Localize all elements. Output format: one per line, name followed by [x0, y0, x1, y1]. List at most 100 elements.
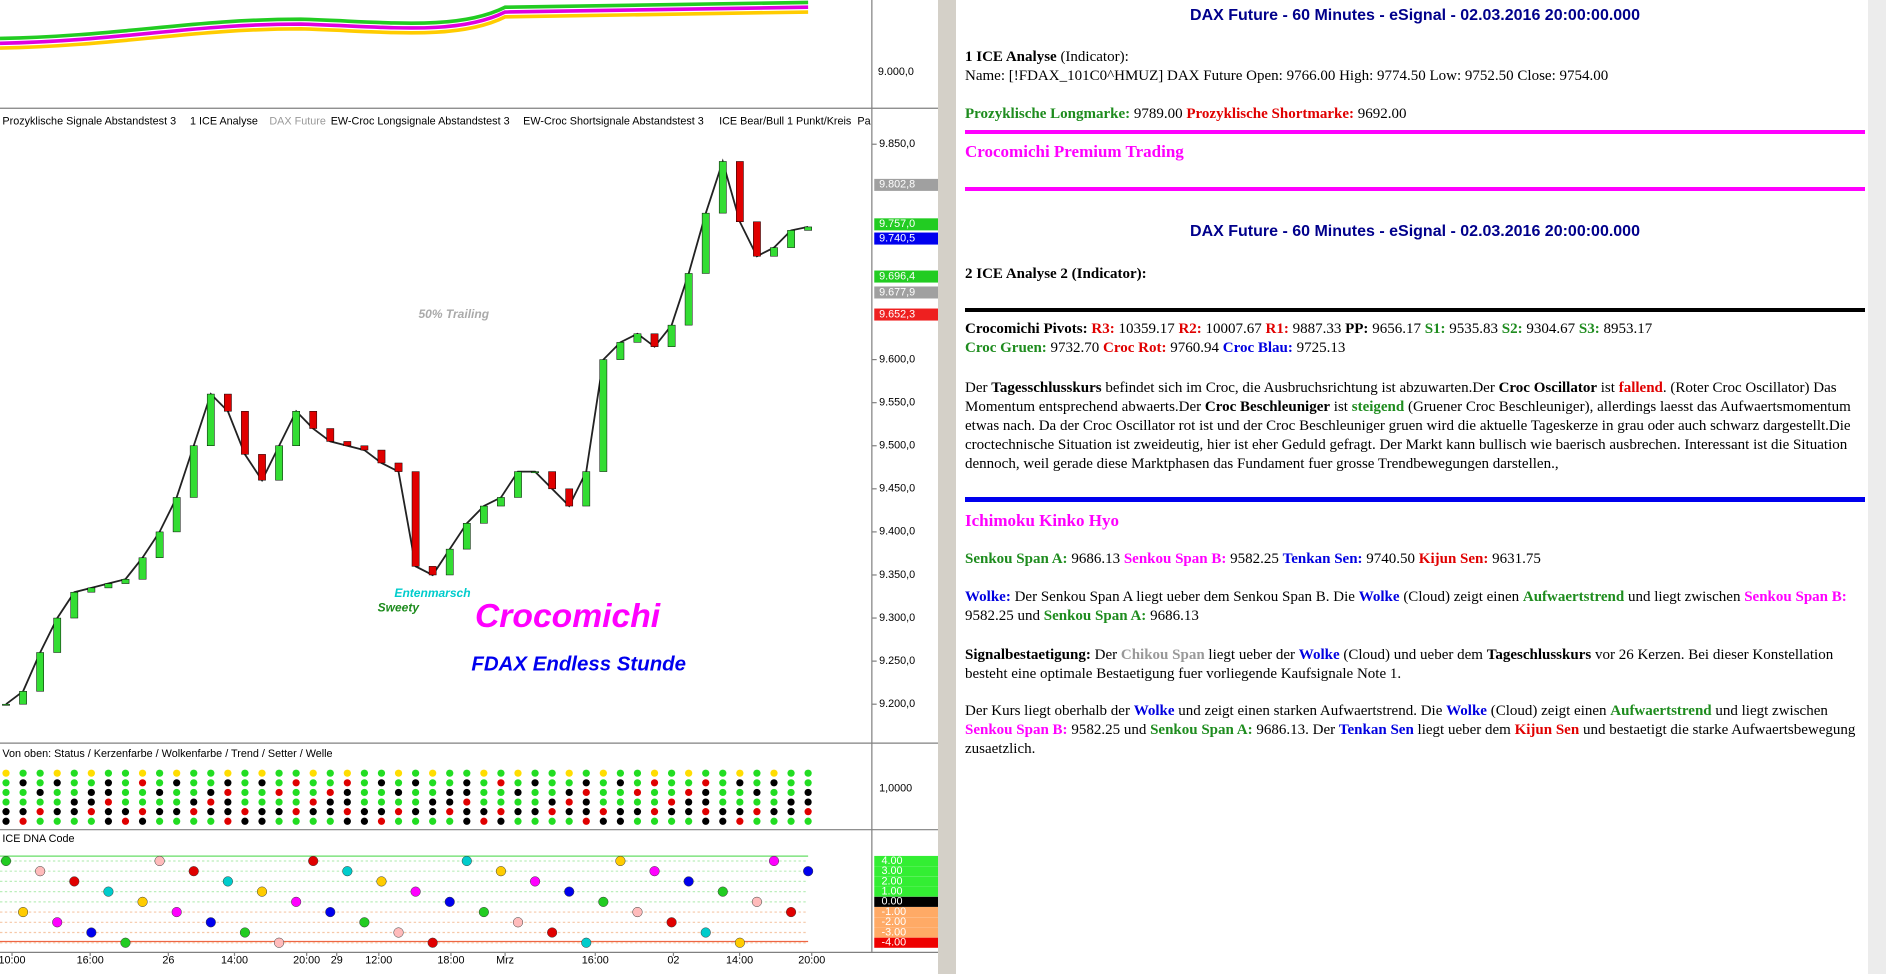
status-dot	[480, 798, 488, 806]
text-run: steigend	[1351, 399, 1405, 415]
status-dot	[770, 788, 778, 797]
status-dot	[309, 808, 317, 816]
level-label: -3.00	[881, 926, 906, 938]
status-dot	[121, 798, 130, 806]
text-run: Wolke	[1446, 703, 1487, 719]
status-dot	[36, 808, 44, 816]
legend-item: EW-Croc Longsignale Abstandstest 3	[331, 115, 510, 127]
dna-dot	[444, 896, 455, 907]
text-run: Tageschlusskurs	[1486, 647, 1592, 663]
status-dot	[429, 779, 437, 787]
indicator-heading: 2 ICE Analyse 2 (Indicator):	[965, 265, 1865, 284]
text-run: Croc Beschleuniger	[1204, 399, 1331, 415]
status-dot	[121, 779, 130, 787]
text-run: S2:	[1501, 321, 1523, 337]
status-dot	[429, 788, 437, 797]
status-dot	[616, 769, 625, 777]
candle-body	[343, 441, 352, 446]
text-run: Senkou Span B:	[1744, 589, 1847, 605]
status-dot	[514, 769, 522, 777]
status-dot	[667, 817, 676, 825]
status-dot	[446, 798, 454, 806]
text-run: R2:	[1178, 321, 1202, 337]
status-dot	[2, 798, 10, 806]
status-dot	[207, 817, 215, 825]
status-dot	[565, 788, 573, 797]
status-dot	[531, 779, 539, 787]
rule	[965, 130, 1865, 134]
status-dot	[446, 817, 454, 825]
status-dot	[360, 808, 369, 816]
candle-body	[599, 359, 608, 472]
text-run: 9582.25 und	[965, 608, 1044, 624]
text-run: Tenkan Sen:	[1282, 551, 1363, 567]
status-dot	[463, 788, 471, 797]
candle-body	[309, 411, 318, 429]
annotation: Entenmarsch	[394, 586, 470, 600]
status-dot	[685, 779, 693, 787]
text-run: 9732.70	[1046, 340, 1104, 356]
status-dot	[292, 817, 300, 825]
status-dot	[343, 798, 351, 806]
status-dot	[565, 798, 573, 806]
text-run: Chikou Span	[1120, 647, 1205, 663]
level-label: 3.00	[881, 865, 902, 877]
status-dot	[446, 808, 454, 816]
status-dot	[719, 769, 727, 777]
status-dot	[394, 798, 403, 806]
status-dot	[616, 808, 625, 816]
status-dot	[514, 808, 522, 816]
status-dot	[53, 817, 61, 825]
text-run: Aufwaertstrend	[1522, 589, 1625, 605]
text-run: R1:	[1265, 321, 1289, 337]
status-dot	[190, 779, 198, 787]
text-run: Tagesschlusskurs	[991, 380, 1102, 396]
dna-dot	[803, 866, 814, 877]
status-dot	[514, 779, 522, 787]
y-tick-label: 9.000,0	[878, 66, 914, 78]
level-box	[874, 855, 938, 867]
status-dot	[19, 788, 27, 797]
status-dot	[53, 769, 61, 777]
status-dot	[702, 788, 710, 797]
text-run: (Gruener Croc Beschleuniger), allerdings…	[965, 399, 1851, 472]
status-dot	[275, 798, 283, 806]
text-run: Der	[1090, 647, 1121, 663]
status-dot	[548, 808, 556, 816]
text-run: 1 ICE Analyse	[965, 49, 1057, 65]
status-dot	[685, 798, 693, 806]
level-label: -4.00	[881, 937, 906, 949]
status-dot	[411, 769, 420, 777]
status-dot	[360, 769, 369, 777]
status-dot	[156, 808, 164, 816]
candle-body	[19, 691, 27, 705]
status-dot	[224, 817, 232, 825]
candle-body	[275, 445, 283, 481]
status-dot	[19, 808, 27, 816]
dna-dot	[205, 917, 216, 928]
status-dot	[292, 808, 300, 816]
dna-dot	[649, 866, 660, 877]
status-dot	[548, 769, 556, 777]
text-run: ist	[1597, 380, 1619, 396]
status-dot	[667, 769, 676, 777]
text-run: 9304.67	[1522, 321, 1579, 337]
y-tick-label: 9.300,0	[879, 612, 915, 624]
x-tick-label: 14:00	[221, 955, 248, 967]
candle-body	[787, 230, 795, 248]
scrollbar	[1868, 0, 1886, 974]
text-run: Signalbestaetigung:	[965, 647, 1091, 663]
price-tag	[874, 308, 938, 321]
status-dot	[582, 808, 590, 816]
dna-dot	[512, 917, 524, 928]
status-dot	[565, 769, 573, 777]
dna-dot	[359, 917, 370, 928]
status-dot	[2, 788, 10, 797]
report-title: DAX Future - 60 Minutes - eSignal - 02.0…	[1190, 223, 1640, 240]
x-tick-label: 16:00	[582, 955, 609, 967]
status-dot	[2, 808, 10, 816]
dna-dot	[325, 907, 336, 918]
status-dot	[804, 779, 812, 787]
status-dot	[787, 817, 795, 825]
candle-body	[377, 449, 386, 464]
